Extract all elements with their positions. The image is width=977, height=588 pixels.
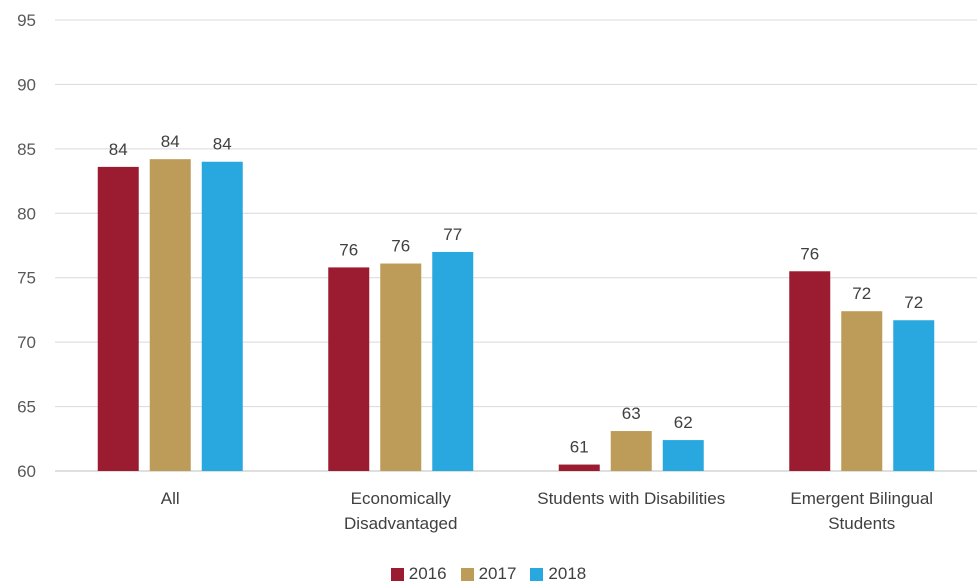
legend-swatch — [390, 567, 404, 581]
bar — [662, 440, 704, 471]
bar — [201, 161, 243, 471]
legend: 2016 2017 2018 — [0, 562, 977, 586]
legend-swatch — [460, 567, 474, 581]
bar — [432, 251, 474, 471]
data-label: 76 — [339, 240, 358, 259]
bar — [149, 159, 191, 471]
y-tick-label: 70 — [17, 333, 36, 352]
data-label: 84 — [161, 132, 180, 151]
data-label: 62 — [674, 413, 693, 432]
data-label: 84 — [109, 140, 128, 159]
data-label: 72 — [904, 293, 923, 312]
legend-item: 2018 — [530, 564, 586, 584]
y-tick-label: 80 — [17, 204, 36, 223]
bar — [841, 311, 883, 471]
data-label: 84 — [213, 135, 232, 154]
data-label: 63 — [622, 404, 641, 423]
y-tick-label: 85 — [17, 140, 36, 159]
bar — [380, 263, 422, 471]
legend-label: 2016 — [408, 564, 447, 583]
legend-item: 2016 — [390, 564, 447, 584]
bar — [893, 320, 935, 471]
category-label: Disadvantaged — [344, 514, 457, 533]
data-label: 76 — [391, 237, 410, 256]
gridlines — [55, 19, 977, 472]
y-axis-tick-labels: 60 65 70 75 80 85 90 95 — [17, 11, 36, 481]
x-axis-category-labels: All Economically Disadvantaged Students wit… — [161, 489, 933, 533]
legend-item: 2017 — [460, 564, 517, 584]
y-tick-label: 95 — [17, 11, 36, 30]
data-label: 77 — [443, 225, 462, 244]
category-label: All — [161, 489, 180, 508]
y-tick-label: 60 — [17, 462, 36, 481]
legend-swatch — [530, 567, 544, 581]
category-label: Emergent Bilingual — [790, 489, 933, 508]
legend-label: 2018 — [548, 564, 587, 583]
data-label: 76 — [800, 244, 819, 263]
y-tick-label: 65 — [17, 398, 36, 417]
category-label: Students — [828, 514, 895, 533]
data-label: 72 — [852, 284, 871, 303]
bar — [789, 271, 831, 471]
category-label: Students with Disabilities — [537, 489, 725, 508]
bar — [97, 166, 139, 471]
category-label: Economically — [351, 489, 452, 508]
y-tick-label: 90 — [17, 75, 36, 94]
data-label: 61 — [570, 438, 589, 457]
bars — [97, 159, 935, 471]
legend-label: 2017 — [478, 564, 517, 583]
bar-chart: 60 65 70 75 80 85 90 95 84 76 61 76 84 76 63 72 84 77 62 7… — [17, 11, 977, 533]
y-tick-label: 75 — [17, 269, 36, 288]
bar — [328, 267, 370, 471]
bar — [558, 464, 600, 471]
bar — [610, 431, 652, 471]
data-labels: 84 76 61 76 84 76 63 72 84 77 62 72 — [109, 132, 923, 456]
